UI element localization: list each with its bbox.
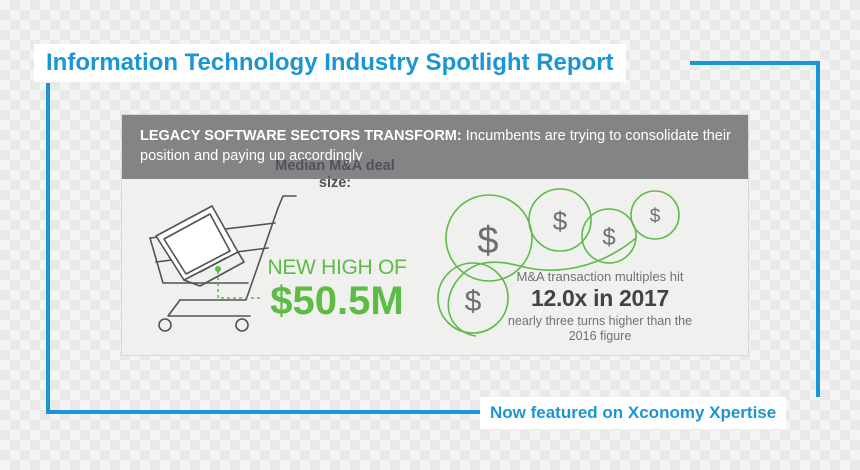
dollar-coins-icon — [437, 188, 680, 337]
content-panel — [122, 179, 748, 355]
dollar-sign-4: $ — [477, 220, 498, 262]
dollar-sign-5: $ — [465, 285, 482, 318]
banner-lead: LEGACY SOFTWARE SECTORS TRANSFORM: — [140, 128, 462, 144]
banner-text: Incumbents are trying to consolidate the… — [140, 128, 731, 164]
multiples-note: nearly three turns higher than the 2016 … — [507, 314, 693, 343]
deal-size-value: $50.5M — [270, 279, 404, 323]
multiples-value: 12.0x in 2017 — [530, 285, 670, 311]
deal-size-kicker: NEW HIGH OF — [267, 256, 407, 279]
deal-size-label: Median M&A deal size: — [275, 158, 395, 191]
connector-dot — [215, 266, 221, 272]
frame-left — [46, 83, 50, 414]
frame-bottom-left — [46, 410, 486, 414]
report-title: Information Technology Industry Spotligh… — [34, 44, 626, 82]
infographic-card: LEGACY SOFTWARE SECTORS TRANSFORM: Incum… — [121, 114, 749, 356]
dollar-sign-2: $ — [602, 224, 615, 251]
shopping-cart-icon — [149, 195, 297, 332]
dollar-sign-1: $ — [650, 206, 661, 227]
headline-banner: LEGACY SOFTWARE SECTORS TRANSFORM: Incum… — [122, 115, 748, 179]
dollar-sign-3: $ — [553, 206, 568, 236]
frame-right — [816, 61, 820, 397]
dashed-connector — [217, 271, 262, 299]
featured-link[interactable]: Now featured on Xconomy Xpertise — [480, 397, 787, 429]
frame-top-right — [690, 61, 820, 65]
dollar-signs: $ $ $ $ $ — [465, 206, 661, 318]
multiples-kicker: M&A transaction multiples hit — [516, 269, 684, 284]
